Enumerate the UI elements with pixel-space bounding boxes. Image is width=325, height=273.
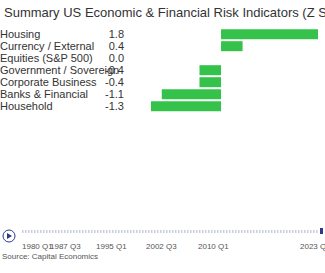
svg-text:1.8: 1.8 — [109, 28, 124, 40]
svg-text:2010 Q1: 2010 Q1 — [198, 242, 229, 251]
svg-text:Corporate Business: Corporate Business — [8, 76, 97, 88]
svg-text:0.4: 0.4 — [109, 40, 124, 52]
svg-text:-0.4: -0.4 — [105, 64, 124, 76]
svg-text:Housing: Housing — [8, 28, 40, 40]
svg-text:1980 Q1: 1980 Q1 — [22, 242, 53, 251]
svg-text:1987 Q3: 1987 Q3 — [50, 242, 81, 251]
svg-text:-1.1: -1.1 — [105, 88, 124, 100]
svg-text:2023 Q3: 2023 Q3 — [300, 242, 317, 251]
svg-text:Equities (S&P 500): Equities (S&P 500) — [8, 52, 93, 64]
svg-text:0.0: 0.0 — [109, 52, 124, 64]
svg-text:-1.3: -1.3 — [105, 100, 124, 112]
svg-text:2002 Q3: 2002 Q3 — [146, 242, 177, 251]
svg-text:1995 Q1: 1995 Q1 — [96, 242, 127, 251]
svg-text:-0.4: -0.4 — [105, 76, 124, 88]
svg-text:Household: Household — [8, 100, 53, 112]
svg-text:Currency / External: Currency / External — [8, 40, 94, 52]
svg-text:Source: Capital Economics: Source: Capital Economics — [8, 252, 98, 261]
svg-text:Government / Sovereign: Government / Sovereign — [8, 64, 119, 76]
svg-text:Banks & Financial: Banks & Financial — [8, 88, 88, 100]
